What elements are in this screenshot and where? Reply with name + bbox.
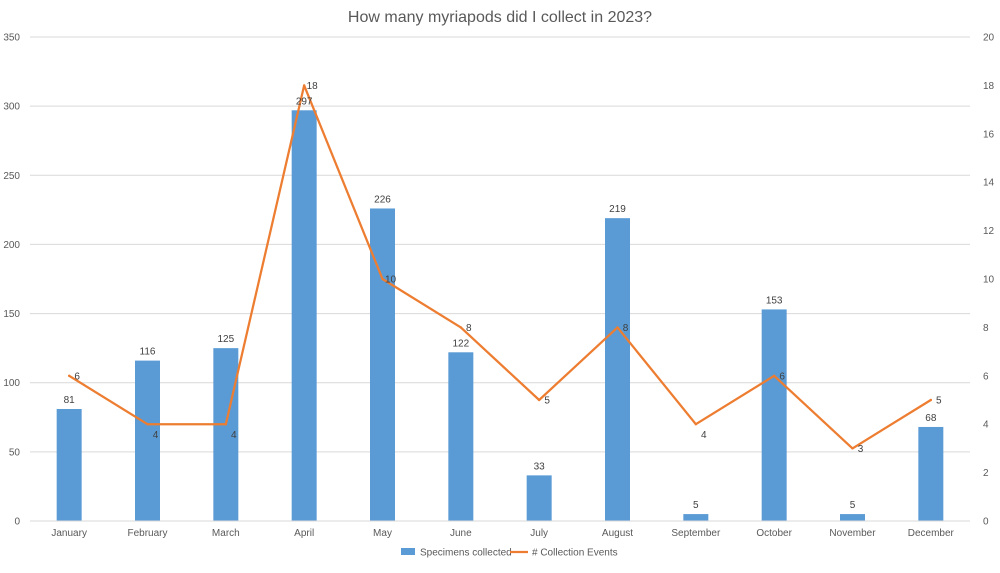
right-axis-tick-label: 10	[983, 275, 995, 286]
x-axis-tick-label: February	[127, 528, 167, 539]
line-data-label: 5	[544, 396, 550, 407]
line-data-label: 5	[936, 396, 942, 407]
x-axis-tick-label: December	[908, 528, 955, 539]
x-axis-tick-label: November	[829, 528, 876, 539]
line-data-label: 4	[153, 430, 159, 441]
line-data-label: 6	[74, 371, 80, 382]
line-series	[67, 84, 933, 450]
line-point	[302, 84, 306, 87]
line-data-label: 4	[701, 430, 707, 441]
x-axis-tick-label: May	[373, 528, 392, 539]
x-axis-tick-label: September	[671, 528, 721, 539]
bar-data-label: 219	[609, 204, 626, 215]
bar-data-label: 81	[64, 395, 76, 406]
line-point	[67, 374, 71, 377]
right-axis-tick-label: 8	[983, 323, 989, 334]
right-axis-tick-label: 2	[983, 468, 989, 479]
left-axis-tick-label: 250	[3, 171, 20, 182]
legend-swatch-bar	[401, 548, 415, 555]
bar	[761, 309, 787, 521]
bar	[448, 352, 474, 521]
line-data-label: 6	[779, 371, 785, 382]
right-axis-tick-label: 18	[983, 81, 995, 92]
bar-data-label: 116	[140, 347, 156, 358]
chart-title: How many myriapods did I collect in 2023…	[348, 9, 652, 26]
line-point	[459, 326, 463, 329]
right-axis-tick-label: 12	[983, 226, 995, 237]
line-point	[616, 326, 619, 329]
line-data-label: 4	[231, 430, 237, 441]
bar	[56, 408, 82, 521]
line-data-label: 3	[858, 444, 864, 455]
bar-data-label: 5	[850, 500, 856, 511]
left-axis-tick-label: 300	[3, 102, 20, 113]
bar-data-label: 5	[693, 500, 699, 511]
x-axis: January February March April May June July Augu…	[30, 520, 970, 539]
bar-data-label: 297	[296, 96, 313, 107]
line-series-path	[68, 84, 932, 450]
left-axis-tick-label: 50	[9, 447, 21, 458]
bar	[683, 514, 709, 521]
right-axis-tick-label: 16	[983, 129, 995, 140]
bar-series	[56, 110, 944, 521]
x-axis-tick-label: January	[51, 528, 87, 539]
line-point	[694, 423, 698, 426]
line-point	[772, 374, 776, 377]
line-point	[851, 447, 854, 450]
left-y-axis: 0 50 100 150 200 250 300 350	[3, 33, 20, 528]
bar	[135, 360, 160, 521]
bar-data-label: 122	[452, 338, 469, 349]
line-data-label: 8	[466, 323, 472, 334]
bar	[840, 514, 865, 521]
line-data-label: 8	[623, 323, 629, 334]
bar	[213, 348, 239, 521]
line-point	[146, 423, 149, 426]
line-data-label: 18	[307, 81, 319, 92]
legend: Specimens collected # Collection Events	[401, 548, 618, 559]
left-axis-tick-label: 100	[3, 378, 20, 389]
right-axis-tick-label: 4	[983, 420, 989, 431]
x-axis-tick-label: July	[530, 528, 548, 539]
left-axis-tick-label: 0	[14, 517, 20, 528]
gridlines	[30, 36, 970, 522]
left-axis-tick-label: 150	[3, 309, 20, 320]
x-axis-tick-label: April	[294, 528, 314, 539]
x-axis-tick-label: August	[602, 528, 633, 539]
left-axis-tick-label: 350	[3, 33, 20, 44]
x-axis-tick-label: June	[450, 528, 472, 539]
bar	[526, 475, 552, 521]
bar-data-label: 153	[766, 295, 783, 306]
bar-data-label: 68	[925, 413, 937, 424]
line-point	[224, 423, 228, 426]
line-data-labels: 6 4 4 18 10 8 5 8 4 6 3 5	[74, 81, 942, 455]
right-axis-tick-label: 20	[983, 33, 995, 44]
line-point	[929, 398, 933, 402]
left-axis-tick-label: 200	[3, 240, 20, 251]
legend-label-bar: Specimens collected	[420, 548, 512, 559]
line-point	[537, 398, 541, 402]
line-point	[381, 277, 384, 281]
line-data-label: 10	[385, 275, 397, 286]
x-axis-tick-label: October	[756, 528, 792, 539]
legend-label-line: # Collection Events	[532, 548, 618, 559]
right-axis-tick-label: 0	[983, 517, 989, 528]
bar-data-label: 226	[374, 194, 391, 205]
x-axis-tick-label: March	[212, 528, 240, 539]
bar-data-label: 33	[534, 461, 546, 472]
bar	[918, 426, 944, 521]
bar-data-label: 125	[217, 334, 234, 345]
right-axis-tick-label: 6	[983, 371, 989, 382]
bar	[605, 218, 630, 521]
right-y-axis: 0 2 4 6 8 10 12 14 16 18 20	[983, 33, 995, 528]
right-axis-tick-label: 14	[983, 178, 995, 189]
bar	[291, 110, 317, 521]
